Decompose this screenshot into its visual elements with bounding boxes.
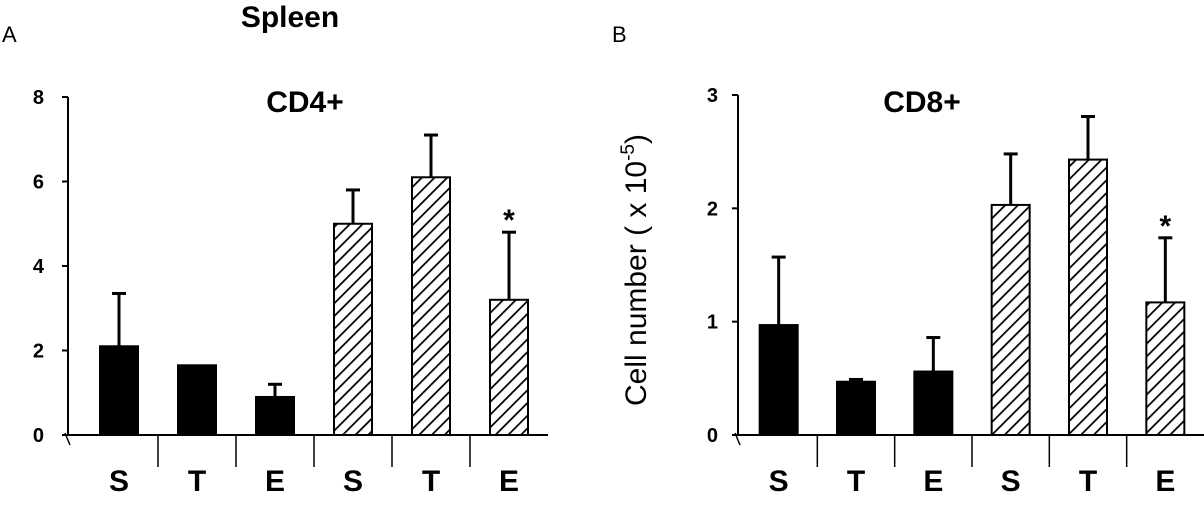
panel-b-x-tick-label: S <box>769 465 789 498</box>
panel-a-axis-break <box>64 432 71 446</box>
panel-a-y-tick-label: 8 <box>33 87 44 109</box>
panel-a-x-tick-label: T <box>188 465 206 498</box>
panel-b: B CD8+ Cell number ( x 10-5) 0 1 2 3 S T E S T E * <box>612 22 1204 498</box>
panel-a-bar <box>333 222 373 436</box>
panel-b-axis-break <box>734 432 741 446</box>
panel-a-bar <box>177 364 217 437</box>
panel-b-y-tick-label: 3 <box>707 85 718 107</box>
panel-b-x-tick-label: E <box>923 465 943 498</box>
panel-b-letter: B <box>612 22 627 47</box>
panel-b-y-tick-label: 1 <box>707 312 718 334</box>
panel-b-bar <box>836 380 876 437</box>
panel-a-y-tick-label: 6 <box>33 172 44 194</box>
panel-a-x-tick-label: S <box>343 465 363 498</box>
panel-a-bar <box>411 176 451 436</box>
panel-b-y-axis-label: Cell number ( x 10-5) <box>618 134 653 406</box>
panel-a: A CD4+ 0 2 4 6 8 S T E S T E * <box>2 22 548 498</box>
figure-title: Spleen <box>241 1 339 34</box>
panel-b-significance-marker: * <box>1159 210 1171 243</box>
panel-b-bar <box>1145 301 1186 436</box>
panel-b-x-tick-label: T <box>1079 465 1097 498</box>
panel-a-chart-title: CD4+ <box>266 86 344 119</box>
panel-a-y-tick-label: 0 <box>33 425 44 447</box>
panel-a-bar <box>489 298 529 436</box>
panel-b-x-tick-label: E <box>1155 465 1175 498</box>
panel-a-letter: A <box>2 22 17 47</box>
panel-a-x-tick-label: S <box>109 465 129 498</box>
panel-b-y-tick-label: 0 <box>707 425 718 447</box>
panel-a-significance-marker: * <box>503 204 515 237</box>
panel-a-x-tick-label: E <box>499 465 519 498</box>
panel-b-bar <box>913 370 954 436</box>
panel-b-x-tick-label: S <box>1001 465 1021 498</box>
panel-b-y-tick-label: 2 <box>707 198 718 220</box>
panel-b-plot: 0 1 2 3 S T E S T E * <box>707 85 1204 498</box>
panel-a-plot: 0 2 4 6 8 S T E S T E * <box>33 87 548 498</box>
panel-b-chart-title: CD8+ <box>883 86 961 119</box>
panel-b-x-tick-label: T <box>847 465 865 498</box>
panel-a-bar <box>99 345 139 436</box>
panel-b-bar <box>758 324 799 437</box>
panel-a-y-tick-label: 4 <box>33 256 45 278</box>
panel-a-x-tick-label: E <box>265 465 285 498</box>
panel-a-bar <box>255 395 295 437</box>
panel-a-y-tick-label: 2 <box>33 341 44 363</box>
panel-a-x-tick-label: T <box>422 465 440 498</box>
panel-b-bar <box>1068 158 1108 436</box>
panel-b-bar <box>990 203 1031 436</box>
